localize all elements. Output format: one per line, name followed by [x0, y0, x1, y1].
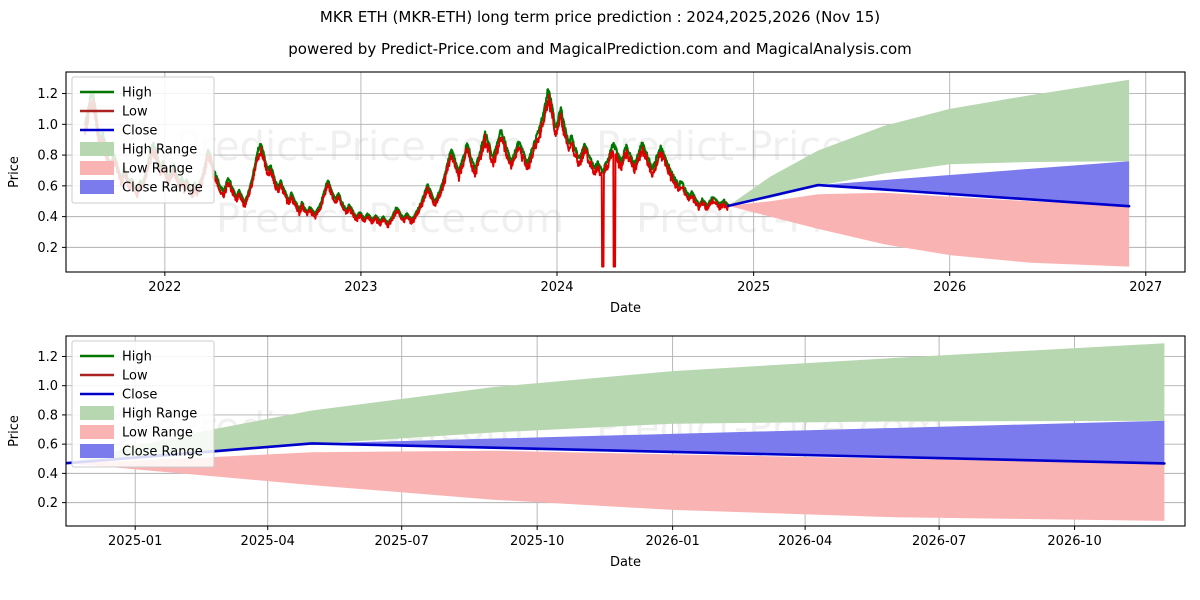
- x-tick-label: 2024: [540, 280, 573, 295]
- y-axis-title: Price: [7, 415, 22, 447]
- axes: 0.2 0.4 0.6 0.8 1.0 1.2 2025-01 2025-04 2025-07 2…: [37, 350, 1101, 549]
- legend-patch-swatch: [80, 444, 114, 458]
- high-range-band: [728, 79, 1130, 206]
- y-tick-label: 1.0: [37, 379, 58, 394]
- x-axis-title: Date: [610, 301, 641, 316]
- y-tick-label: 0.2: [37, 241, 58, 256]
- x-tick-label: 2026-07: [912, 534, 966, 549]
- x-tick-label: 2026-10: [1047, 534, 1101, 549]
- low-range-band: [728, 192, 1130, 267]
- close-forecast-line: [727, 183, 1131, 208]
- x-tick-label: 2025-01: [108, 534, 162, 549]
- y-axis-title: Price: [7, 156, 22, 188]
- legend-item-label: High Range: [122, 407, 197, 422]
- plot-frame: [65, 335, 1186, 527]
- x-tick-label: 2025-10: [510, 534, 564, 549]
- page-title: MKR ETH (MKR-ETH) long term price predic…: [319, 8, 881, 26]
- legend-item-label: Low: [122, 105, 148, 120]
- legend-item-label: High Range: [122, 143, 197, 158]
- y-tick-label: 0.2: [37, 496, 58, 511]
- close-range-band: [728, 161, 1130, 207]
- bottom-chart: Predict-Price.comPredict-Price.com0.20.4…: [7, 335, 1186, 570]
- legend-item-label: Close Range: [122, 181, 203, 196]
- legend-item-label: Close Range: [122, 445, 203, 460]
- legend-item-label: Close: [122, 388, 157, 403]
- legend-item-label: Low Range: [122, 426, 193, 441]
- legend-patch-swatch: [80, 425, 114, 439]
- y-tick-label: 0.4: [37, 467, 58, 482]
- x-tick-label: 2026: [933, 280, 966, 295]
- y-tick-label: 0.6: [37, 179, 58, 194]
- y-tick-label: 1.2: [37, 87, 58, 102]
- legend: High Low Close High Range Low Range Close Ran…: [71, 76, 215, 204]
- legend-item-label: Close: [122, 124, 157, 139]
- legend-patch-swatch: [80, 180, 114, 194]
- plot-frame: [65, 71, 1186, 273]
- low-range-band: [66, 450, 1165, 521]
- x-axis-title: Date: [610, 555, 641, 570]
- y-tick-label: 1.0: [37, 118, 58, 133]
- x-tick-label: 2025-04: [241, 534, 295, 549]
- y-tick-label: 0.4: [37, 210, 58, 225]
- y-tick-label: 0.6: [37, 438, 58, 453]
- legend: High Low Close High Range Low Range Close Ran…: [71, 340, 215, 468]
- legend-item-label: High: [122, 350, 152, 365]
- legend-item-label: Low: [122, 369, 148, 384]
- x-tick-label: 2025-07: [375, 534, 429, 549]
- axes: 0.2 0.4 0.6 0.8 1.0 1.2 2022 2023 2024 2025 2026 20…: [37, 87, 1162, 295]
- x-tick-label: 2027: [1129, 280, 1162, 295]
- top-chart: Predict-Price.com Predict-Price.comPredic…: [7, 71, 1186, 316]
- x-tick-label: 2026-04: [778, 534, 832, 549]
- y-tick-label: 0.8: [37, 408, 58, 423]
- x-tick-label: 2023: [344, 280, 377, 295]
- x-tick-label: 2025: [737, 280, 770, 295]
- y-tick-label: 1.2: [37, 350, 58, 365]
- legend-item-label: Low Range: [122, 162, 193, 177]
- legend-patch-swatch: [80, 142, 114, 156]
- x-tick-label: 2026-01: [645, 534, 699, 549]
- legend-patch-swatch: [80, 406, 114, 420]
- page-subtitle: powered by Predict-Price.com and Magical…: [288, 40, 912, 58]
- legend-patch-swatch: [80, 161, 114, 175]
- close-range-band: [66, 420, 1165, 464]
- x-tick-label: 2022: [148, 280, 181, 295]
- y-tick-label: 0.8: [37, 149, 58, 164]
- legend-item-label: High: [122, 86, 152, 101]
- high-range-band: [66, 343, 1165, 464]
